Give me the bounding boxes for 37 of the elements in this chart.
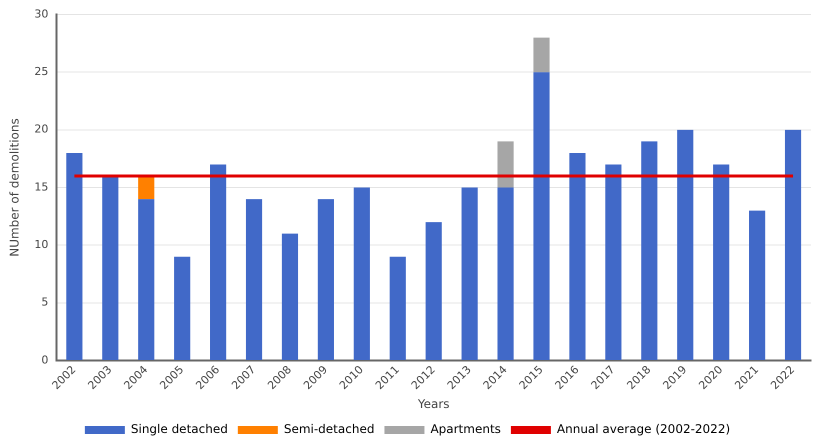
bar bbox=[533, 38, 550, 72]
bar bbox=[138, 199, 154, 360]
y-tick-label: 5 bbox=[41, 296, 48, 309]
bar bbox=[390, 256, 406, 360]
legend-label: Semi-detached bbox=[284, 422, 374, 436]
bar bbox=[282, 234, 298, 360]
legend-label: Annual average (2002-2022) bbox=[556, 422, 730, 436]
y-tick-label: 10 bbox=[34, 238, 48, 252]
bar bbox=[318, 199, 334, 360]
y-tick-label: 30 bbox=[34, 7, 48, 20]
bar bbox=[677, 130, 694, 360]
bar bbox=[174, 256, 190, 360]
bar bbox=[641, 141, 658, 360]
bar bbox=[569, 152, 586, 360]
bar bbox=[605, 164, 622, 360]
y-tick-label: 25 bbox=[34, 65, 48, 78]
x-axis-title: Years bbox=[416, 396, 450, 411]
bar bbox=[66, 152, 82, 360]
bar bbox=[354, 188, 370, 360]
bar bbox=[784, 130, 802, 360]
bar bbox=[749, 210, 766, 360]
bar bbox=[533, 72, 550, 360]
bar bbox=[246, 199, 262, 360]
y-tick-label: 0 bbox=[41, 353, 48, 366]
legend-label: Single detached bbox=[130, 422, 228, 436]
bar bbox=[426, 222, 442, 360]
bar bbox=[497, 141, 514, 188]
bar bbox=[138, 176, 154, 200]
y-tick-label: 20 bbox=[34, 122, 48, 136]
bar bbox=[713, 164, 730, 360]
legend-label: Apartments bbox=[430, 422, 501, 436]
bar bbox=[462, 188, 478, 360]
y-tick-label: 15 bbox=[34, 180, 48, 194]
y-axis-title: NUmber of demolitions bbox=[7, 118, 22, 257]
bar bbox=[497, 188, 514, 360]
bar bbox=[210, 164, 226, 360]
bar bbox=[102, 176, 118, 360]
